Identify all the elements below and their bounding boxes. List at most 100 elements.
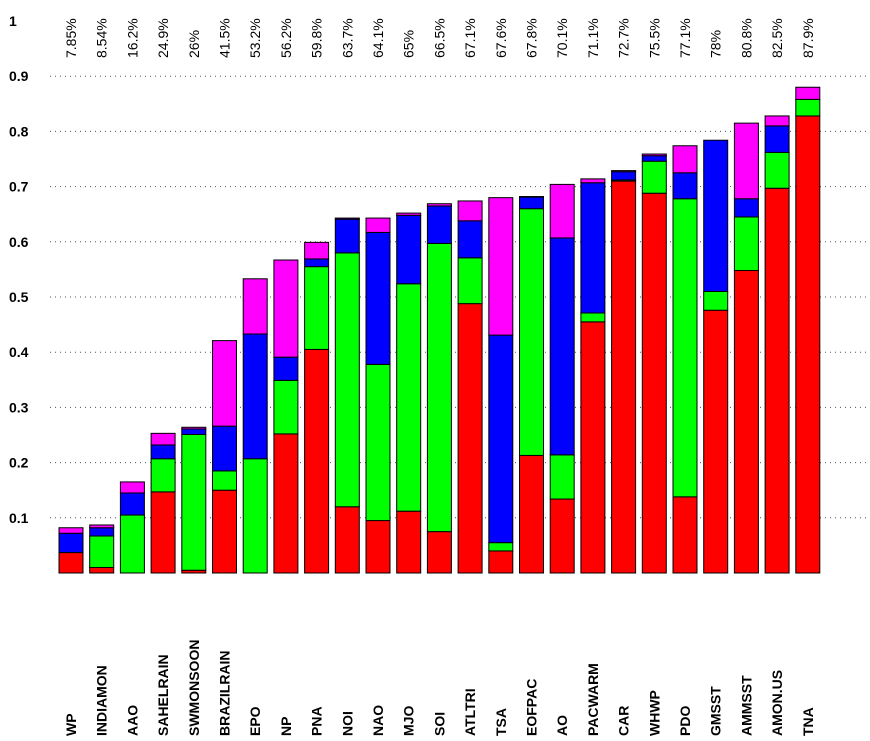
percent-label: 67.6%	[493, 18, 509, 58]
percent-label: 59.8%	[309, 18, 325, 58]
bar-segment-sahelrain-4	[150, 432, 176, 446]
bar-segment-np-2	[273, 379, 299, 435]
bar-segment-amonus-2	[764, 151, 790, 189]
bar-segment-ammsst-4	[733, 122, 759, 200]
x-tick-label: NOI	[339, 711, 355, 736]
y-tick-label: 0.4	[9, 344, 29, 360]
bar-segment-pacwarm-4	[580, 178, 606, 184]
bar-segment-pna-2	[304, 266, 330, 350]
percent-label: 72.7%	[616, 18, 632, 58]
bar-segment-mjo-3	[396, 214, 422, 285]
bar-segment-epo-3	[242, 333, 268, 460]
x-tick-label: PNA	[309, 706, 325, 736]
bar-segment-pna-1	[304, 348, 330, 574]
x-tick-label: SOI	[431, 712, 447, 736]
x-tick-label: NP	[278, 717, 294, 736]
percent-label: 78%	[708, 30, 724, 58]
x-tick-label: CAR	[616, 706, 632, 736]
bar-segment-noi-4	[334, 217, 360, 220]
bar-segment-mjo-1	[396, 510, 422, 574]
x-tick-label: GMSST	[708, 686, 724, 736]
bar-segment-swmonsoon-4	[181, 426, 207, 430]
bar-segment-whwp-2	[641, 160, 667, 194]
y-tick-label: 0.7	[9, 179, 29, 195]
bar-segment-tna-2	[795, 98, 821, 117]
x-tick-label: AO	[554, 715, 570, 736]
x-tick-label: WP	[63, 713, 79, 736]
x-tick-label: MJO	[401, 706, 417, 736]
bar-segment-pacwarm-3	[580, 182, 606, 314]
bar-segment-tna-4	[795, 86, 821, 100]
bar-segment-aao-3	[119, 492, 145, 516]
bar-segment-np-1	[273, 433, 299, 574]
bar-segment-amonus-1	[764, 187, 790, 574]
bar-segment-whwp-3	[641, 155, 667, 162]
bar-segment-epo-2	[242, 458, 268, 574]
y-tick-label: 0.5	[9, 289, 29, 305]
x-tick-label: SAHELRAIN	[155, 654, 171, 736]
percent-label: 8.54%	[94, 18, 110, 58]
y-tick-label: 0.9	[9, 68, 29, 84]
x-tick-label: EOFPAC	[524, 679, 540, 736]
y-tick-label: 1	[9, 13, 17, 29]
bar-segment-tsa-1	[488, 550, 514, 574]
x-tick-label: TNA	[800, 707, 816, 736]
bar-segment-ammsst-3	[733, 198, 759, 218]
x-tick-label: EPO	[247, 706, 263, 736]
y-tick-label: 0.6	[9, 234, 29, 250]
bar-segment-whwp-1	[641, 192, 667, 574]
bar-segment-pdo-2	[672, 198, 698, 498]
x-tick-label: AMMSST	[738, 675, 754, 736]
bar-segment-eofpac-2	[519, 208, 544, 456]
percent-label: 80.8%	[738, 18, 754, 58]
bar-segment-car-4	[611, 170, 637, 173]
x-tick-label: ATLTRI	[462, 688, 478, 736]
bar-segment-wp-3	[58, 532, 84, 554]
bar-segment-mjo-4	[396, 212, 422, 216]
x-tick-label: AMON.US	[769, 670, 785, 736]
x-tick-label: PDO	[677, 706, 693, 736]
bar-segment-swmonsoon-2	[181, 433, 207, 571]
percent-label: 56.2%	[278, 18, 294, 58]
x-tick-label: NAO	[370, 705, 386, 736]
bar-segment-atltri-1	[457, 303, 483, 574]
bar-segment-aao-2	[119, 514, 145, 574]
bar-segment-tsa-2	[488, 542, 514, 552]
bar-segment-pna-3	[304, 258, 330, 268]
percent-label: 24.9%	[155, 18, 171, 58]
y-tick-labels: 0.1 0.2 0.3 0.4 0.5 0.6 0.7 0.8 0.9 1	[9, 13, 29, 526]
y-tick-label: 0.3	[9, 399, 29, 415]
bar-segment-eofpac-1	[519, 454, 544, 574]
x-tick-label: SWMONSOON	[186, 640, 202, 736]
bar-segment-eofpac-3	[519, 196, 544, 210]
bar-segment-tsa-4	[488, 197, 514, 336]
x-tick-label: AAO	[124, 705, 140, 736]
percent-label: 65%	[401, 30, 417, 58]
bar-segment-swmonsoon-3	[181, 428, 207, 435]
bars	[58, 86, 821, 574]
percent-label: 70.1%	[554, 18, 570, 58]
percent-label: 67.8%	[524, 18, 540, 58]
bar-segment-pdo-1	[672, 496, 698, 574]
bar-segment-epo-4	[242, 278, 268, 335]
percent-label: 41.5%	[217, 18, 233, 58]
bar-segment-car-1	[611, 180, 637, 574]
percent-labels: 7.85% 8.54% 16.2% 24.9% 26% 41.5% 53.2% 56.2% 59…	[63, 18, 816, 58]
bar-segment-indiamon-3	[89, 527, 115, 537]
bar-segment-sahelrain-3	[150, 444, 176, 460]
x-tick-labels: WP INDIAMON AAO SAHELRAIN SWMONSOON BRAZILRAI…	[63, 640, 816, 736]
bar-segment-ao-3	[549, 237, 575, 456]
bar-segment-eofpac-4	[519, 196, 544, 198]
bar-segment-nao-3	[365, 231, 391, 365]
bar-segment-np-3	[273, 356, 299, 381]
bar-segment-amonus-4	[764, 115, 790, 127]
bar-segment-whwp-4	[641, 153, 667, 157]
bar-segment-car-3	[611, 171, 637, 181]
percent-label: 26%	[186, 30, 202, 58]
bar-segment-soi-3	[426, 205, 452, 244]
bar-segment-sahelrain-1	[150, 491, 176, 574]
bar-segment-atltri-3	[457, 220, 483, 259]
bar-segment-pdo-4	[672, 145, 698, 174]
percent-label: 64.1%	[370, 18, 386, 58]
